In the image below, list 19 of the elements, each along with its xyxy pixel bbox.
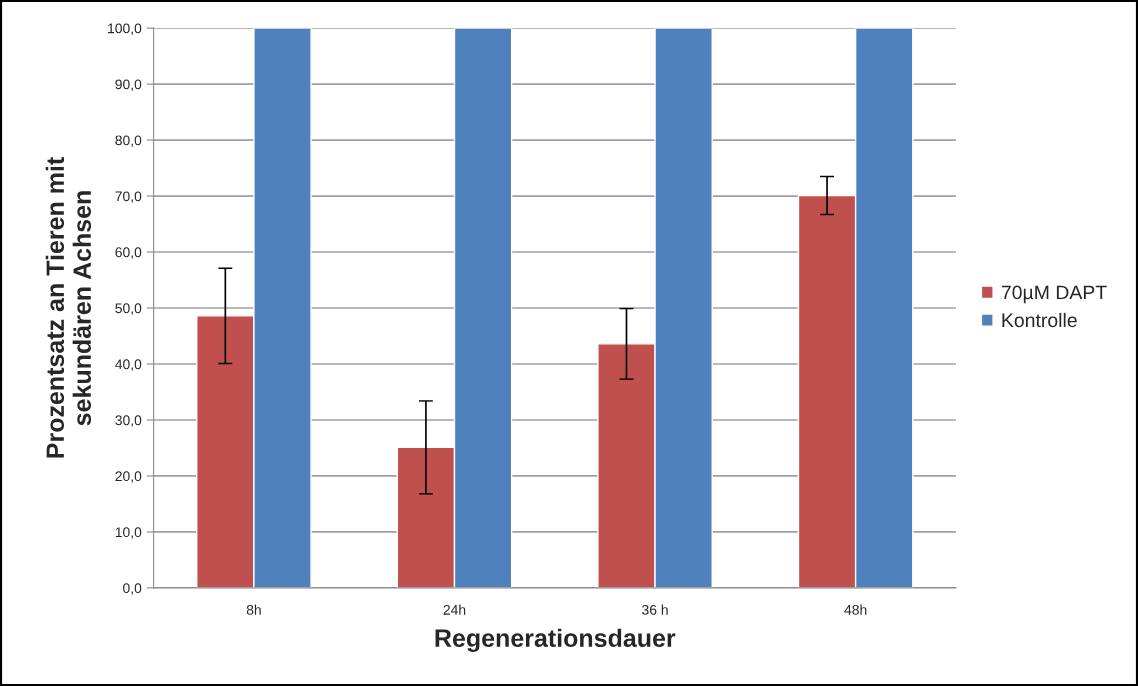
y-tick-label: 0,0 [123,583,142,595]
legend-label: 70µM DAPT [1001,285,1107,304]
y-tick-label: 80,0 [115,135,142,147]
y-tick-label: 30,0 [115,415,142,427]
y-tick-label: 10,0 [115,527,142,539]
y-tick-label: 90,0 [115,79,142,91]
y-tick-label: 50,0 [115,303,142,315]
x-tick-label: 48h [844,604,867,615]
y-tick-label: 60,0 [115,247,142,259]
y-tick-label: 20,0 [115,471,142,483]
y-axis-title: Prozentsatz an Tieren mit sekundären Achsen [45,157,92,458]
y-tick-label: 70,0 [115,191,142,203]
x-tick-label: 36 h [642,604,668,615]
y-tick-label: 40,0 [115,359,142,371]
x-tick-label: 8h [246,604,261,615]
legend-label: Kontrolle [1002,312,1077,328]
y-tick-label: 100,0 [108,23,142,35]
x-axis-title: Regenerationsdauer [435,628,676,653]
x-tick-label: 24h [443,604,466,615]
